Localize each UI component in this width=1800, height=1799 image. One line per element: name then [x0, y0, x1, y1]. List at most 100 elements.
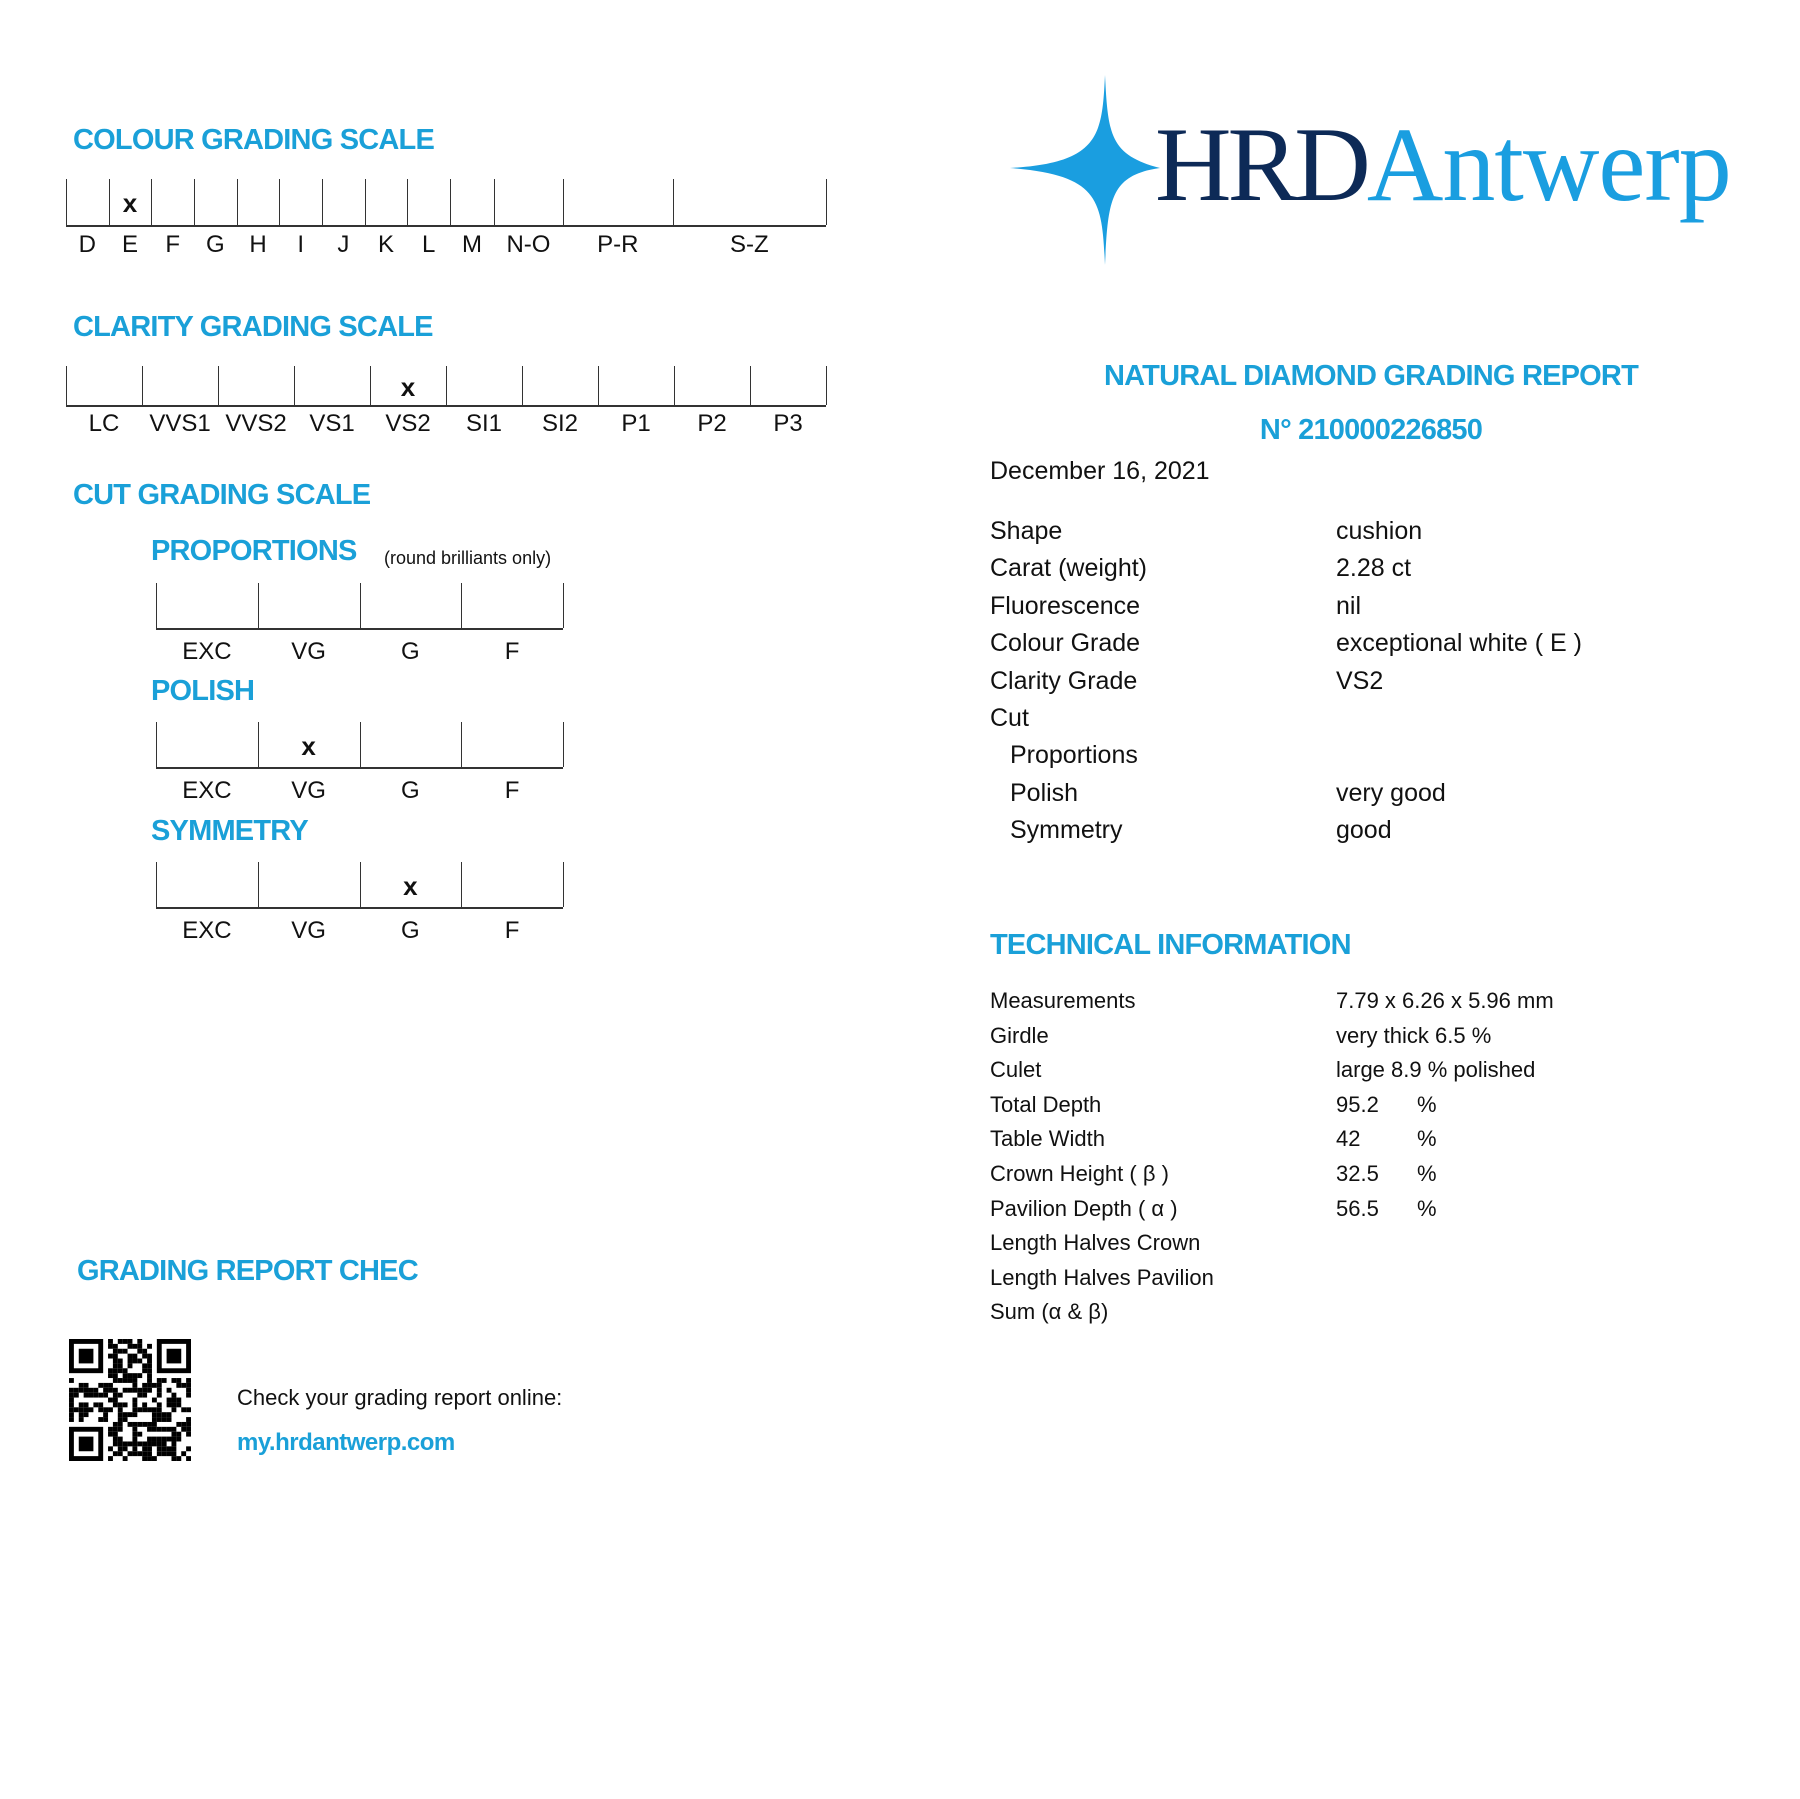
tech-unit: %: [1417, 1195, 1437, 1221]
scale-divider: [359, 722, 361, 767]
report-label: Polish: [1010, 778, 1079, 807]
scale-label-lc: LC: [88, 410, 120, 437]
symmetry-title: SYMMETRY: [151, 815, 309, 847]
report-value: exceptional white ( E ): [1336, 629, 1582, 658]
scale-divider: [493, 179, 495, 225]
scale-divider: [370, 366, 371, 405]
scale-divider: [218, 366, 219, 405]
scale-divider: [156, 583, 157, 628]
tech-value: 32.5: [1336, 1161, 1379, 1186]
scale-label-p3: P3: [773, 410, 803, 437]
tech-label: Culet: [990, 1057, 1042, 1083]
scale-divider: [563, 722, 564, 767]
scale-label-vvs2: VVS2: [225, 410, 287, 437]
scale-label-vg: VG: [291, 777, 326, 804]
tech-label: Measurements: [990, 988, 1136, 1013]
star-icon: [1010, 75, 1160, 265]
scale-divider: [194, 179, 195, 225]
tech-value: 56.5: [1336, 1195, 1379, 1221]
tech-label: Sum (α & β): [990, 1299, 1109, 1325]
scale-label-exc: EXC: [182, 638, 232, 665]
scale-label-e: E: [121, 231, 139, 258]
tech-label: Table Width: [990, 1126, 1105, 1152]
scale-divider: [461, 583, 463, 628]
scale-label-si2: SI2: [541, 410, 579, 437]
scale-label-g: G: [401, 917, 420, 944]
scale-divider: [674, 366, 675, 405]
report-label: Fluorescence: [990, 591, 1141, 620]
tech-unit: %: [1417, 1126, 1437, 1152]
scale-label-p2: P2: [697, 410, 727, 437]
scale-divider: [672, 179, 674, 225]
clarity-scale-title: CLARITY GRADING SCALE: [73, 311, 433, 343]
scale-label-vvs1: VVS1: [149, 410, 211, 437]
report-value: VS2: [1336, 666, 1384, 695]
scale-divider: [522, 366, 523, 405]
scale-divider: [461, 862, 463, 907]
tech-label: Total Depth: [990, 1091, 1102, 1117]
scale-label-g: G: [401, 777, 420, 804]
selected-mark: x: [122, 188, 138, 218]
scale-divider: [450, 179, 452, 225]
scale-label-f: F: [504, 638, 520, 665]
scale-divider: [142, 366, 143, 405]
scale-label-f: F: [504, 777, 520, 804]
scale-divider: [461, 722, 463, 767]
scale-label-g: G: [206, 231, 225, 258]
scale-label-l: L: [422, 231, 436, 258]
report-label: Carat (weight): [990, 554, 1147, 583]
report-label: Symmetry: [1010, 816, 1123, 845]
scale-divider: [407, 179, 409, 225]
scale-label-m: M: [461, 231, 482, 258]
scale-divider: [156, 722, 157, 767]
logo-antwerp: Antwerp: [1366, 106, 1732, 223]
scale-divider: [294, 366, 295, 405]
scale-label-h: H: [249, 231, 267, 258]
scale-label-g: G: [401, 638, 420, 665]
scale-divider: [598, 366, 599, 405]
tech-value: 7.79 x 6.26 x 5.96 mm: [1336, 988, 1554, 1013]
report-value: very good: [1336, 778, 1446, 807]
check-link[interactable]: my.hrdantwerp.com: [237, 1429, 455, 1456]
report-value: nil: [1336, 591, 1362, 620]
scale-label-vg: VG: [291, 917, 326, 944]
clarity-grading-scale: LC VVS1 VVS2 VS1 VS2 x SI1 SI2 P1 P2 P3: [66, 366, 827, 437]
tech-unit: %: [1417, 1161, 1437, 1186]
polish-title: POLISH: [151, 675, 255, 707]
scale-divider: [826, 179, 827, 225]
report-title: NATURAL DIAMOND GRADING REPORT: [1104, 360, 1639, 392]
tech-unit: %: [1417, 1091, 1437, 1117]
proportions-scale: EXC VG G F: [156, 583, 564, 665]
tech-value: large 8.9 % polished: [1336, 1057, 1536, 1083]
scale-divider: [156, 862, 157, 907]
report-label: Shape: [990, 517, 1063, 545]
scale-divider: [279, 179, 281, 225]
report-label: Cut: [990, 704, 1029, 732]
scale-label-f: F: [165, 231, 181, 258]
scale-divider: [750, 366, 751, 405]
qr-code[interactable]: [69, 1339, 191, 1461]
scale-label-vs1: VS1: [309, 410, 355, 437]
scale-label-p-r: P-R: [597, 231, 639, 258]
scale-divider: [446, 366, 447, 405]
scale-label-si1: SI1: [465, 410, 503, 437]
scale-label-vs2: VS2: [385, 410, 431, 437]
scale-divider: [359, 583, 361, 628]
report-number: N° 210000226850: [1259, 414, 1483, 446]
tech-label: Girdle: [990, 1022, 1049, 1048]
proportions-note: (round brilliants only): [384, 548, 552, 568]
cut-scale-title: CUT GRADING SCALE: [73, 479, 371, 511]
tech-label: Length Halves Crown: [990, 1230, 1201, 1256]
technical-title: TECHNICAL INFORMATION: [990, 929, 1352, 961]
scale-label-i: I: [297, 231, 305, 258]
scale-divider: [108, 179, 110, 225]
scale-label-f: F: [504, 917, 520, 944]
scale-label-d: D: [78, 231, 96, 258]
scale-label-s-z: S-Z: [729, 231, 769, 258]
scale-divider: [563, 862, 564, 907]
tech-label: Crown Height ( β ): [990, 1161, 1169, 1186]
scale-label-vg: VG: [291, 638, 326, 665]
polish-scale: EXC VG x G F: [156, 722, 564, 804]
check-text: Check your grading report online:: [237, 1385, 563, 1410]
scale-divider: [257, 722, 259, 767]
